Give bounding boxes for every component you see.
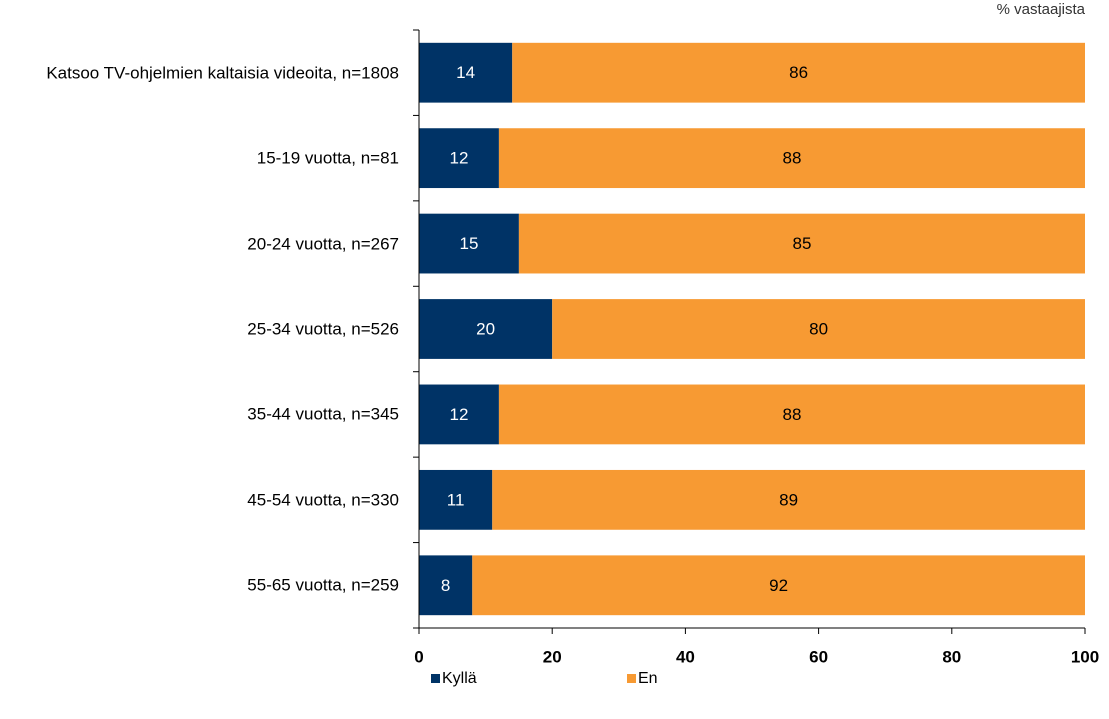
x-tick-label: 80 — [942, 647, 961, 666]
unit-label: % vastaajista — [997, 1, 1086, 18]
bar-segment — [472, 555, 1085, 616]
x-tick-label: 100 — [1071, 647, 1099, 666]
bar-segment — [518, 213, 1085, 274]
y-tick-label: 20-24 vuotta, n=267 — [247, 234, 399, 254]
value-label: 85 — [792, 234, 811, 253]
legend-label: Kyllä — [442, 670, 477, 687]
x-tick-label: 60 — [809, 647, 828, 666]
value-label: 80 — [809, 319, 828, 338]
value-label: 89 — [779, 490, 798, 509]
value-label: 12 — [449, 149, 468, 168]
x-tick-label: 40 — [676, 647, 695, 666]
bar-segment — [512, 42, 1085, 103]
value-label: 14 — [456, 63, 475, 82]
bar-segment — [419, 128, 499, 189]
bar-segment — [419, 469, 493, 530]
bar-segment — [492, 469, 1085, 530]
legend-swatch — [431, 674, 440, 683]
bar-segment — [419, 213, 519, 274]
value-label: 92 — [769, 576, 788, 595]
bar-segment — [419, 299, 553, 359]
value-label: 20 — [476, 319, 495, 338]
legend-label: En — [638, 670, 658, 687]
y-tick-label: Katsoo TV-ohjelmien kaltaisia videoita, … — [46, 63, 399, 83]
bar-segment — [498, 128, 1085, 189]
value-label: 88 — [782, 149, 801, 168]
y-tick-label: 25-34 vuotta, n=526 — [247, 319, 399, 339]
value-label: 88 — [782, 405, 801, 424]
x-tick-label: 0 — [414, 647, 423, 666]
x-tick-label: 20 — [543, 647, 562, 666]
value-label: 15 — [459, 234, 478, 253]
value-label: 8 — [441, 576, 450, 595]
bar-segment — [552, 299, 1085, 359]
bar-segment — [419, 555, 473, 616]
bar-segment — [419, 42, 513, 103]
y-tick-label: 45-54 vuotta, n=330 — [247, 490, 399, 510]
value-label: 11 — [447, 490, 465, 509]
y-tick-label: 35-44 vuotta, n=345 — [247, 404, 399, 424]
y-tick-label: 15-19 vuotta, n=81 — [256, 148, 399, 168]
value-label: 86 — [789, 63, 808, 82]
bar-segment — [498, 384, 1085, 445]
value-label: 12 — [449, 405, 468, 424]
y-tick-label: 55-65 vuotta, n=259 — [247, 575, 399, 595]
bar-segment — [419, 384, 499, 445]
legend-swatch — [627, 674, 636, 683]
